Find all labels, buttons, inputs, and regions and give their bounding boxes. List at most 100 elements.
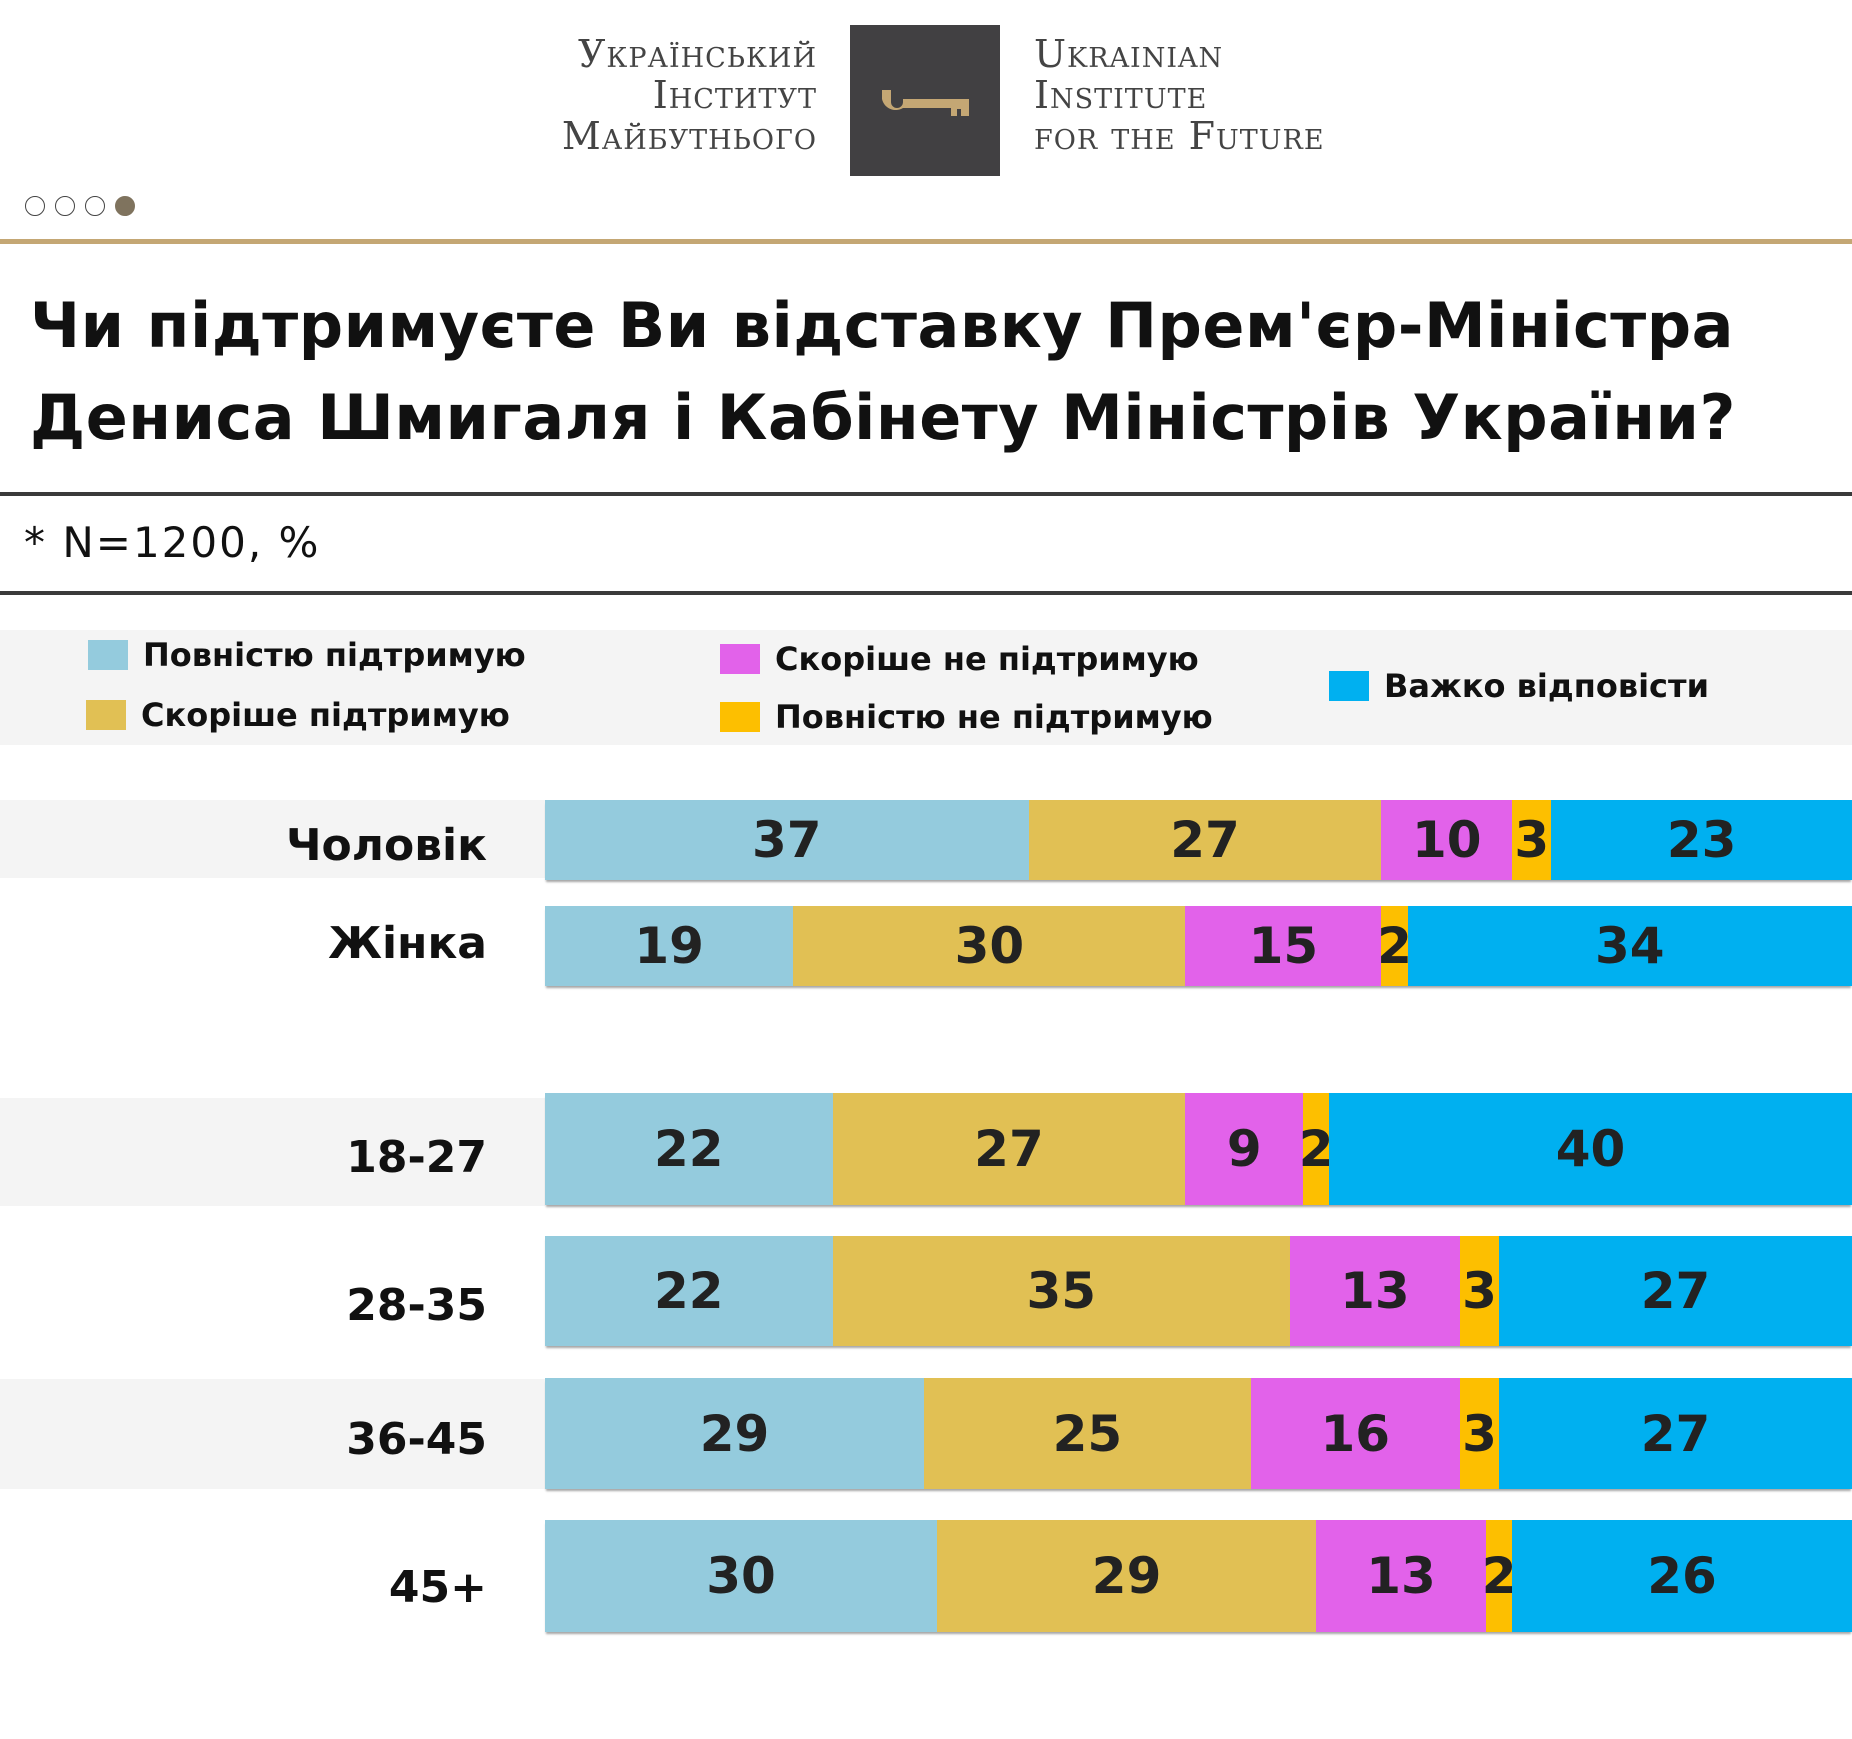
data-label: 3	[1462, 1262, 1497, 1320]
data-label: 29	[699, 1404, 770, 1463]
legend-swatch	[720, 702, 760, 732]
bar-segment: 25	[924, 1378, 1251, 1489]
data-label: 2	[1377, 917, 1412, 975]
data-label: 27	[974, 1120, 1044, 1178]
bar-segment: 13	[1316, 1520, 1487, 1632]
data-label: 34	[1594, 917, 1665, 975]
data-label: 13	[1340, 1262, 1410, 1320]
legend-item-fully-support: Повністю підтримую	[88, 636, 526, 674]
category-label: 36-45	[346, 1414, 487, 1465]
bar-segment: 22	[545, 1236, 833, 1346]
data-label: 27	[1170, 811, 1240, 869]
data-label: 30	[706, 1547, 776, 1605]
bar-segment: 19	[545, 906, 794, 986]
data-label: 10	[1412, 811, 1482, 869]
subtitle-divider	[0, 591, 1852, 595]
bar-segment: 22	[545, 1093, 833, 1205]
chart-title-line-1: Чи підтримуєте Ви відставку Прем'єр-Міні…	[30, 289, 1734, 362]
stacked-bar: 29 25 16 3 27	[545, 1378, 1852, 1489]
legend: Повністю підтримую Скоріше підтримую Ско…	[0, 630, 1852, 745]
sample-note: * N=1200, %	[24, 518, 321, 567]
legend-label: Повністю не підтримую	[775, 698, 1213, 736]
category-label: Жінка	[328, 918, 487, 969]
bar-segment: 26	[1512, 1520, 1852, 1632]
bar-segment: 37	[545, 800, 1029, 880]
logo-ua-line-2: Інститут	[652, 73, 817, 117]
legend-swatch	[720, 644, 760, 674]
chart-title-line-2: Дениса Шмигаля і Кабінету Міністрів Укра…	[30, 381, 1736, 454]
bar-segment: 9	[1185, 1093, 1304, 1205]
data-label: 29	[1091, 1547, 1162, 1605]
header-divider	[0, 239, 1852, 244]
legend-item-fully-not-support: Повністю не підтримую	[720, 698, 1213, 736]
bar-segment: 40	[1329, 1093, 1852, 1205]
bar-segment: 27	[1028, 800, 1382, 880]
stacked-bar: 30 29 13 2 26	[545, 1520, 1852, 1632]
pagination-dot-3[interactable]	[85, 196, 105, 216]
legend-item-rather-support: Скоріше підтримую	[86, 696, 510, 734]
bar-segment: 27	[1499, 1378, 1852, 1489]
data-label: 35	[1026, 1262, 1097, 1320]
data-label: 9	[1226, 1120, 1262, 1178]
stacked-bar: 22 35 13 3 27	[545, 1236, 1852, 1346]
stacked-bar: 19 30 15 2 34	[545, 906, 1852, 986]
data-label: 15	[1248, 917, 1319, 975]
data-label: 2	[1481, 1547, 1517, 1605]
bar-segment: 2	[1377, 906, 1412, 986]
bar-segment: 23	[1551, 800, 1852, 880]
logo-ua-line-3: Майбутнього	[561, 114, 817, 158]
bar-segment: 27	[832, 1093, 1186, 1205]
logo-text-ukrainian: Український Інститут Майбутнього	[562, 34, 817, 157]
bar-segment: 2	[1299, 1093, 1334, 1205]
legend-swatch	[86, 700, 126, 730]
legend-item-hard-to-say: Важко відповісти	[1329, 667, 1709, 705]
category-label: Чоловік	[285, 820, 487, 871]
bar-segment: 3	[1459, 1236, 1500, 1346]
data-label: 13	[1366, 1547, 1436, 1605]
logo-en-line-1: Ukrainian	[1034, 32, 1224, 76]
legend-swatch	[1329, 671, 1369, 701]
bar-segment: 35	[832, 1236, 1290, 1346]
row-band	[0, 1098, 545, 1206]
pagination-dot-4-active[interactable]	[115, 196, 135, 216]
data-label: 37	[751, 811, 822, 869]
legend-label: Скоріше підтримую	[141, 696, 510, 734]
bar-segment: 30	[793, 906, 1186, 986]
data-label: 2	[1298, 1120, 1334, 1178]
bar-segment: 27	[1499, 1236, 1852, 1346]
pagination-dot-2[interactable]	[55, 196, 75, 216]
pagination-dot-1[interactable]	[25, 196, 45, 216]
legend-swatch	[88, 640, 128, 670]
logo-ua-line-1: Український	[577, 32, 817, 76]
bar-segment: 13	[1289, 1236, 1460, 1346]
legend-label: Важко відповісти	[1384, 667, 1709, 705]
bar-segment: 34	[1407, 906, 1852, 986]
logo-text-english: Ukrainian Institute for the Future	[1034, 34, 1325, 157]
row-band	[0, 1379, 545, 1489]
data-label: 16	[1320, 1404, 1391, 1463]
legend-item-rather-not-support: Скоріше не підтримую	[720, 640, 1199, 678]
bar-segment: 15	[1185, 906, 1382, 986]
row-band	[0, 800, 545, 878]
data-label: 27	[1640, 1262, 1711, 1320]
bar-segment: 16	[1250, 1378, 1460, 1489]
category-label: 28-35	[346, 1280, 487, 1331]
data-label: 30	[954, 917, 1025, 975]
data-label: 23	[1666, 811, 1737, 869]
key-icon	[882, 90, 969, 116]
legend-label: Скоріше не підтримую	[775, 640, 1199, 678]
bar-segment: 10	[1381, 800, 1513, 880]
category-label: 45+	[388, 1562, 487, 1613]
bar-segment: 29	[937, 1520, 1317, 1632]
data-label: 22	[653, 1262, 724, 1320]
data-label: 19	[634, 917, 704, 975]
slide-pagination	[25, 196, 135, 216]
bar-segment: 3	[1512, 800, 1552, 880]
bar-segment: 30	[545, 1520, 938, 1632]
bar-segment: 3	[1459, 1378, 1500, 1489]
data-label: 26	[1647, 1547, 1717, 1605]
legend-label: Повністю підтримую	[143, 636, 526, 674]
data-label: 40	[1555, 1120, 1626, 1178]
data-label: 27	[1640, 1404, 1711, 1463]
data-label: 25	[1052, 1404, 1123, 1463]
